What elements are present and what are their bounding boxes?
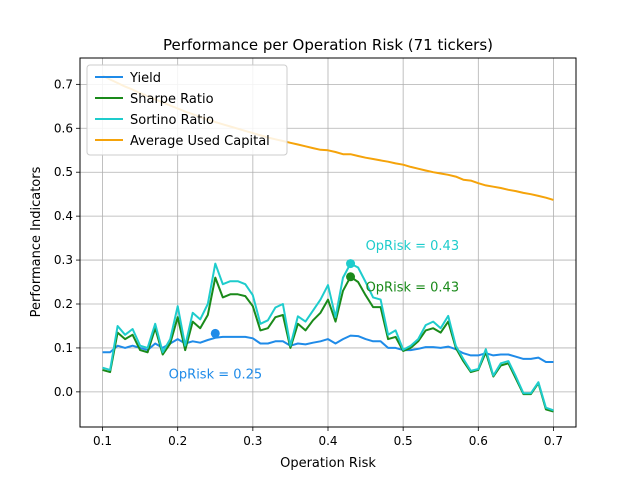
y-tick-label: 0.1 [54,341,73,355]
y-tick-label: 0.2 [54,297,73,311]
legend-box [86,64,288,156]
chart-title: Performance per Operation Risk (71 ticke… [163,36,493,54]
legend-label: Yield [129,71,161,86]
legend: Yield Sharpe Ratio Sortino Ratio Average Us… [86,64,288,156]
y-tick-label: 0.5 [54,165,73,179]
x-tick-label: 0.7 [544,434,563,448]
annotation-layer: OpRisk = 0.25 OpRisk = 0.43 OpRisk = 0.43 [169,239,459,383]
legend-label: Average Used Capital [130,134,270,149]
x-tick-label: 0.1 [93,434,112,448]
x-tick-label: 0.4 [318,434,337,448]
x-tick-label: 0.3 [243,434,262,448]
grid [80,58,576,427]
annotation-label: OpRisk = 0.25 [169,368,263,383]
x-tick-label: 0.6 [469,434,488,448]
highlight-point [210,328,220,338]
y-tick-label: 0.0 [54,385,73,399]
legend-label: Sortino Ratio [130,113,214,128]
y-axis-label: Performance Indicators [29,166,44,317]
x-tick-label: 0.2 [168,434,187,448]
y-axis-ticks: 0.0 0.1 0.2 0.3 0.4 0.5 0.6 0.7 [54,77,80,399]
y-tick-label: 0.3 [54,253,73,267]
y-tick-label: 0.4 [54,209,73,223]
series-line-yield [102,334,554,363]
x-tick-label: 0.5 [394,434,413,448]
y-tick-label: 0.7 [54,77,73,91]
x-axis-label: Operation Risk [280,456,376,471]
annotation-label: OpRisk = 0.43 [366,281,460,296]
highlight-point [346,272,356,282]
legend-label: Sharpe Ratio [130,92,214,107]
highlight-point [346,259,356,269]
marker-layer [210,259,356,338]
x-axis-ticks: 0.1 0.2 0.3 0.4 0.5 0.6 0.7 [93,427,563,448]
annotation-label: OpRisk = 0.43 [366,239,460,254]
y-tick-label: 0.6 [54,121,73,135]
series-line-sortino-ratio [102,262,554,412]
